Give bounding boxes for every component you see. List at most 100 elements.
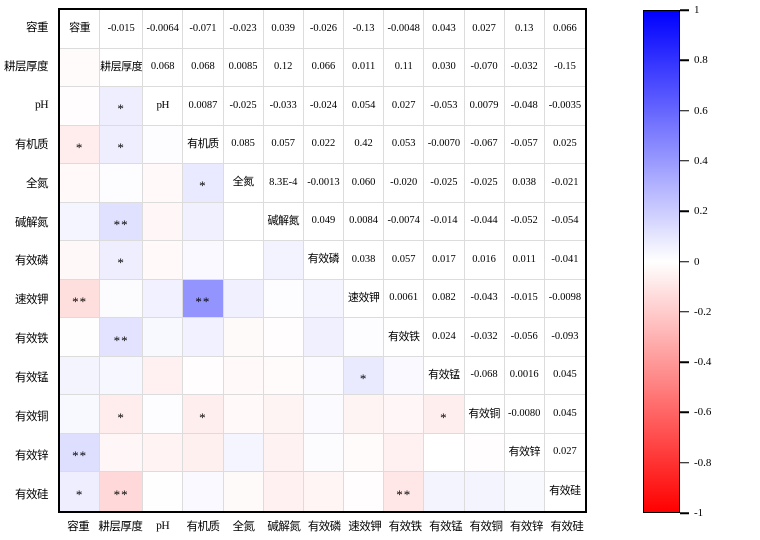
correlation-value-cell: 0.011 [344, 48, 385, 88]
correlation-color-cell [344, 472, 385, 511]
correlation-color-cell [263, 279, 304, 319]
diagonal-variable-label: 有效硅 [549, 485, 581, 498]
significance-star: * [117, 255, 125, 271]
correlation-color-cell: * [183, 164, 224, 203]
correlation-color-cell [100, 356, 144, 396]
row-label: 速效钾 [15, 294, 49, 307]
correlation-value-cell: -0.0013 [303, 164, 344, 203]
colorbar-tick [680, 260, 689, 263]
correlation-color-cell [384, 356, 425, 396]
diagonal-variable-label: 速效钾 [344, 279, 385, 319]
correlation-value-cell: -0.0098 [544, 280, 585, 319]
significance-star: * [359, 371, 368, 387]
correlation-color-cell [223, 395, 264, 434]
correlation-value-cell: 0.068 [183, 48, 224, 88]
colorbar-tick-label: -0.6 [694, 406, 712, 419]
correlation-value-cell: 0.022 [303, 125, 344, 165]
correlation-color-cell [100, 433, 144, 473]
correlation-color-cell: * [100, 395, 144, 434]
row-label: 有效硅 [15, 488, 49, 501]
correlation-value-cell: -0.071 [183, 10, 224, 49]
correlation-value-cell: 0.0084 [344, 202, 385, 242]
correlation-color-cell [143, 472, 184, 511]
correlation-value-cell: -0.057 [504, 125, 545, 165]
correlation-value-cell: -0.025 [424, 164, 465, 203]
correlation-value-cell: 0.038 [344, 241, 385, 280]
correlation-value-cell: 0.045 [544, 357, 585, 396]
correlation-color-cell [60, 164, 101, 203]
correlation-color-cell: ** [60, 279, 101, 319]
significance-star: ** [113, 332, 129, 348]
column-label: pH [156, 520, 170, 532]
correlation-value-cell: 0.12 [263, 48, 304, 88]
correlation-color-cell: * [344, 356, 385, 396]
correlation-value-cell: 0.0016 [504, 356, 545, 396]
correlation-value-cell: -0.052 [504, 202, 545, 242]
significance-star: * [199, 178, 207, 194]
correlation-color-cell [60, 48, 101, 88]
correlation-color-cell [344, 395, 385, 434]
colorbar-tick [680, 109, 689, 112]
row-label: 有效锰 [15, 372, 49, 385]
colorbar-tick-label: -0.2 [694, 305, 712, 318]
correlation-value-cell: 0.025 [544, 126, 585, 165]
correlation-value-cell: 0.043 [424, 10, 465, 49]
colorbar-tick-label: 0.4 [694, 154, 708, 167]
correlation-color-cell: ** [100, 318, 144, 357]
correlation-value-cell: -0.015 [100, 10, 144, 49]
correlation-value-cell: 0.053 [384, 125, 425, 165]
correlation-color-cell [263, 356, 304, 396]
significance-star: ** [72, 448, 88, 464]
row-label: 容重 [26, 22, 49, 35]
correlation-color-cell [223, 472, 264, 511]
correlation-value-cell: 0.017 [424, 241, 465, 280]
column-label: 有效锌 [509, 521, 544, 533]
correlation-value-cell: 0.066 [303, 48, 344, 88]
correlation-value-cell: -0.0070 [424, 125, 465, 165]
correlation-color-cell: * [60, 472, 101, 511]
correlation-color-cell: ** [60, 433, 101, 473]
correlation-color-cell: ** [183, 279, 224, 319]
correlation-color-cell [183, 433, 224, 473]
correlation-value-cell: 0.13 [504, 10, 545, 49]
correlation-color-cell [263, 241, 304, 280]
correlation-value-cell: -0.0074 [384, 202, 425, 242]
column-label: 有效铁 [388, 521, 423, 533]
colorbar-tick [680, 512, 689, 514]
correlation-value-cell: -0.054 [544, 203, 585, 242]
correlation-color-cell [303, 356, 344, 396]
correlation-value-cell: -0.048 [504, 87, 545, 126]
correlation-color-cell [263, 433, 304, 473]
diagonal-variable-label: 有效铜 [464, 395, 505, 434]
correlation-color-cell [303, 318, 344, 357]
row-label: 有效磷 [15, 255, 49, 268]
correlation-value-cell: 0.027 [464, 10, 505, 49]
colorbar-gradient [643, 10, 680, 513]
colorbar-tick [680, 411, 689, 414]
colorbar-tick-label: -0.8 [694, 456, 712, 469]
correlation-value-cell: -0.0080 [504, 395, 545, 434]
significance-star: * [75, 487, 84, 503]
correlation-value-cell: 0.42 [344, 125, 385, 165]
correlation-value-cell: 0.038 [504, 164, 545, 203]
diagonal-variable-label: 全氮 [223, 164, 264, 203]
diagonal-variable-label: pH [143, 87, 184, 126]
correlation-color-cell [344, 318, 385, 357]
colorbar-tick [680, 361, 689, 363]
column-label: 容重 [67, 521, 90, 533]
column-label: 速效钾 [348, 521, 382, 533]
correlation-value-cell: 0.11 [384, 48, 425, 88]
correlation-value-cell: -0.070 [464, 48, 505, 88]
correlation-value-cell: -0.032 [504, 48, 545, 88]
colorbar-tick [680, 461, 689, 464]
correlation-color-cell [143, 279, 184, 319]
correlation-color-cell [143, 318, 184, 357]
correlation-value-cell: 0.085 [223, 125, 264, 165]
diagonal-variable-label: 有效磷 [303, 241, 344, 280]
significance-star: ** [396, 487, 412, 503]
correlation-value-cell: -0.041 [544, 241, 585, 280]
column-label: 碱解氮 [267, 521, 301, 533]
correlation-value-cell: 0.066 [544, 10, 585, 49]
correlation-color-cell [143, 164, 184, 203]
